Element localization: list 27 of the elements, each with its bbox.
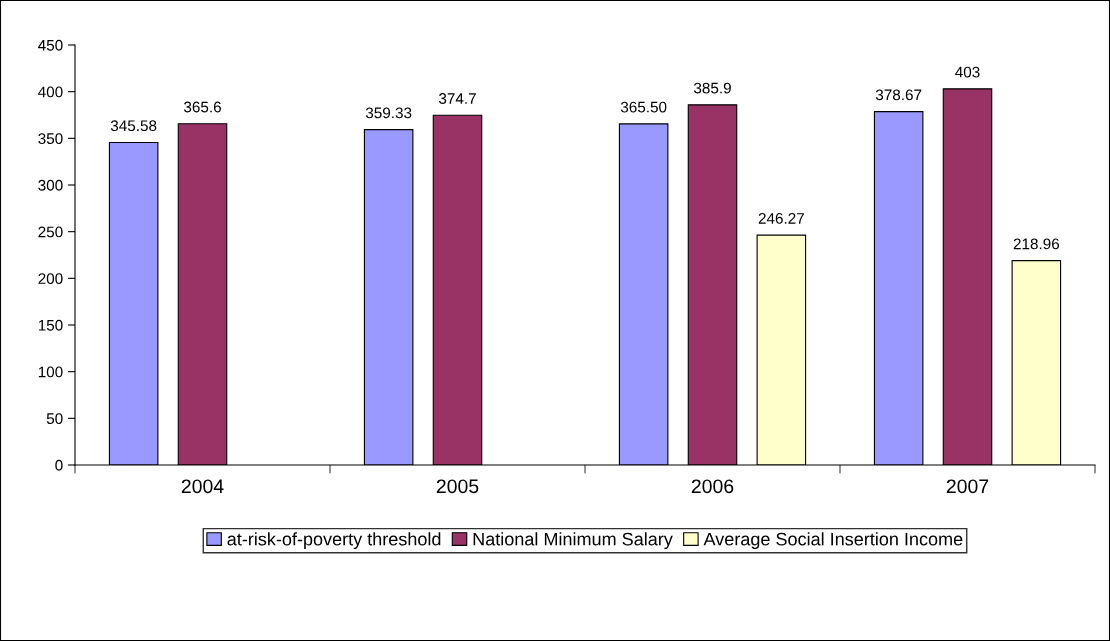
y-tick-label: 200 [38, 273, 63, 285]
legend-label: National Minimum Salary [473, 532, 673, 550]
data-label: 365.50 [620, 101, 667, 113]
data-label: 403 [955, 66, 980, 78]
data-label: 374.7 [438, 93, 476, 104]
data-label: 345.58 [110, 120, 157, 132]
y-tick-label: 450 [38, 39, 63, 51]
x-tick-label: 2004 [181, 479, 224, 494]
y-tick-label: 350 [38, 133, 63, 145]
x-tick-label: 2006 [691, 479, 734, 494]
data-label: 365.6 [183, 101, 221, 113]
y-tick-label: 100 [38, 366, 63, 378]
y-tick-label: 50 [46, 413, 63, 425]
data-label: 246.27 [758, 212, 804, 224]
data-label: 359.33 [365, 107, 412, 119]
y-tick-label: 400 [38, 86, 63, 98]
legend-label: at-risk-of-poverty threshold [227, 532, 441, 550]
y-tick-label: 150 [38, 319, 63, 331]
y-tick-label: 0 [55, 459, 63, 471]
x-tick-label: 2005 [436, 479, 479, 494]
data-label: 218.96 [1013, 238, 1060, 250]
legend-label: Average Social Insertion Income [703, 532, 963, 550]
y-tick-label: 250 [38, 226, 63, 238]
data-label: 385.9 [693, 82, 731, 94]
x-tick-label: 2007 [946, 479, 989, 494]
y-tick-label: 300 [38, 179, 63, 191]
data-label: 378.67 [875, 89, 922, 101]
